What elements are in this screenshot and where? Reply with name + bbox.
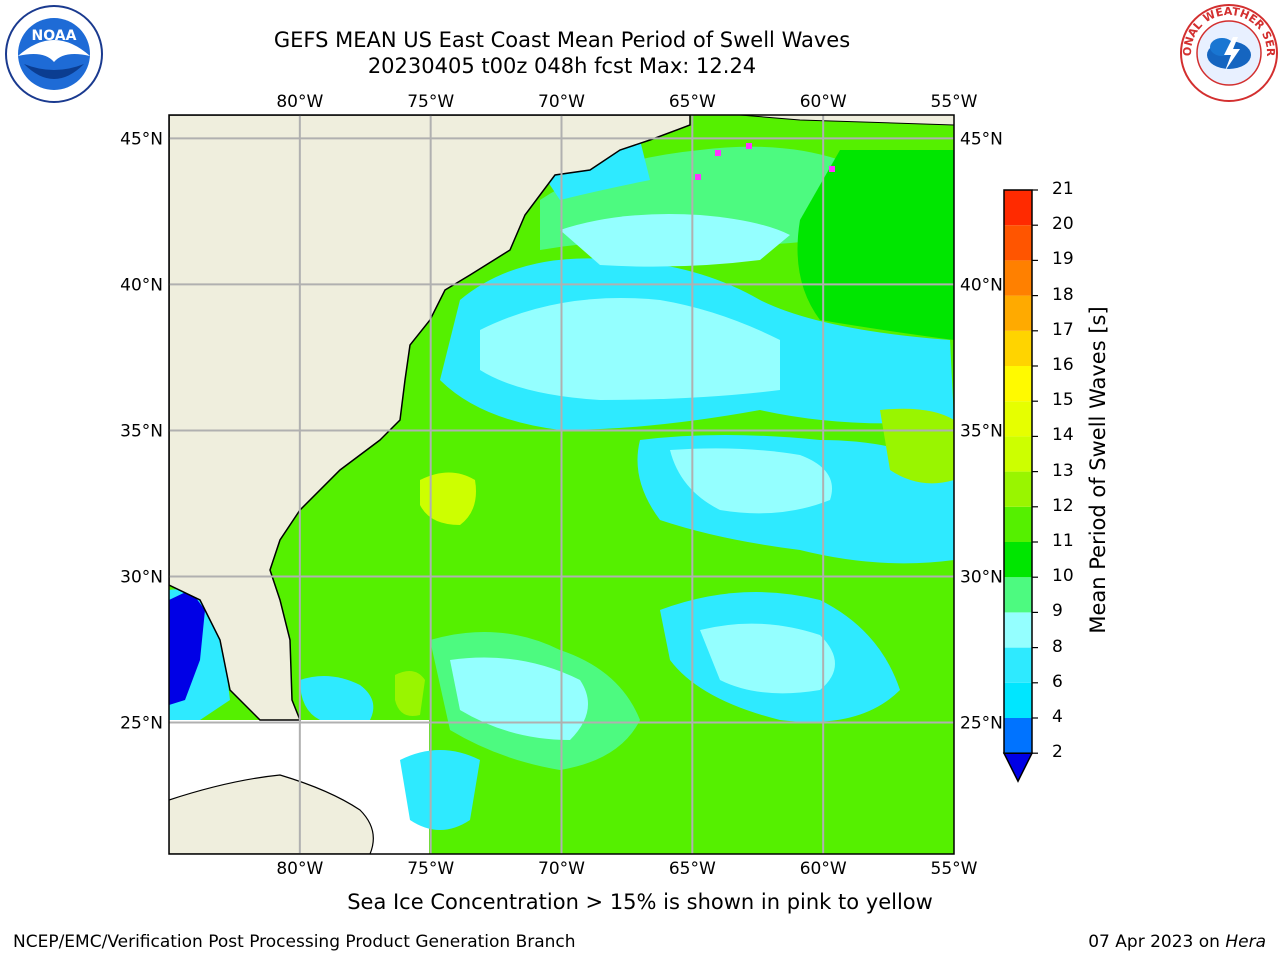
colorbar-level-label: 11 <box>1052 531 1074 551</box>
sea-ice-marker <box>746 143 752 149</box>
swell-region <box>300 676 374 720</box>
lon-tick-label-bottom: 55°W <box>931 859 978 879</box>
colorbar-level-label: 10 <box>1052 566 1074 587</box>
colorbar-swatch <box>1004 295 1032 331</box>
swell-region <box>400 750 480 830</box>
colorbar-level-label: 12 <box>1052 495 1074 516</box>
colorbar-level-label: 15 <box>1052 390 1074 411</box>
colorbar-level-label: 16 <box>1052 355 1074 375</box>
colorbar-level-label: 13 <box>1052 460 1074 481</box>
swell-region <box>395 671 425 716</box>
swell-region <box>420 472 476 525</box>
colorbar-level-label: 8 <box>1052 636 1063 657</box>
cuba-land <box>169 774 374 854</box>
colorbar-swatch <box>1004 612 1032 648</box>
lat-tick-label-left: 45°N <box>120 129 163 149</box>
colorbar-swatch <box>1004 682 1032 718</box>
colorbar-swatch <box>1004 436 1032 472</box>
lat-tick-label-right: 40°N <box>960 275 1003 295</box>
colorbar-swatch <box>1004 542 1032 578</box>
colorbar-title: Mean Period of Swell Waves [s] <box>1086 306 1110 634</box>
swell-region <box>169 590 205 705</box>
lat-tick-label-right: 30°N <box>960 568 1003 588</box>
lon-tick-label-top: 60°W <box>800 92 847 112</box>
colorbar-level-label: 20 <box>1052 214 1074 235</box>
swell-region <box>480 298 780 400</box>
colorbar-swatch <box>1004 718 1032 754</box>
lat-tick-label-left: 30°N <box>120 568 163 588</box>
noaa-logo: NOAA <box>5 5 103 103</box>
map-frame <box>168 114 955 855</box>
swell-region <box>700 623 835 694</box>
colorbar-level-label: 2 <box>1052 742 1063 763</box>
lon-tick-label-top: 80°W <box>276 92 323 112</box>
colorbar-level-label: 19 <box>1052 249 1074 270</box>
lat-tick-label-right: 25°N <box>960 714 1003 734</box>
lon-tick-label-bottom: 75°W <box>407 859 454 879</box>
lon-tick-label-bottom: 60°W <box>800 859 847 879</box>
lon-tick-label-top: 55°W <box>931 92 978 112</box>
colorbar-swatch <box>1004 260 1032 296</box>
colorbar-under-arrow <box>1002 752 1034 783</box>
colorbar-level-label: 6 <box>1052 671 1063 692</box>
colorbar-swatch <box>1004 471 1032 507</box>
lon-tick-label-top: 70°W <box>538 92 585 112</box>
swell-region <box>880 408 954 484</box>
swell-region <box>797 150 954 340</box>
colorbar-swatch <box>1004 225 1032 261</box>
footer-date: 07 Apr 2023 on Hera <box>1088 932 1266 952</box>
chart-title: GEFS MEAN US East Coast Mean Period of S… <box>273 28 851 52</box>
colorbar-level-label: 14 <box>1052 425 1074 446</box>
lat-tick-label-right: 45°N <box>960 129 1003 149</box>
nova-scotia-land <box>739 115 954 126</box>
colorbar-level-label: 9 <box>1052 601 1063 622</box>
gridlines <box>169 115 954 854</box>
swell-region <box>670 448 832 514</box>
lon-tick-label-bottom: 65°W <box>669 859 716 879</box>
colorbar-level-label: 4 <box>1052 707 1063 727</box>
chart-subtitle: 20230405 t00z 048h fcst Max: 12.24 <box>367 54 757 78</box>
footer-credit: NCEP/EMC/Verification Post Processing Pr… <box>13 932 576 952</box>
colorbar-level-label: 21 <box>1052 179 1074 199</box>
sea-ice-marker <box>695 174 701 180</box>
colorbar-swatch <box>1004 401 1032 437</box>
lat-tick-label-left: 35°N <box>120 421 163 441</box>
colorbar-swatch <box>1004 577 1032 613</box>
lat-tick-label-right: 35°N <box>960 421 1003 441</box>
swell-region <box>560 214 790 267</box>
sea-ice-note: Sea Ice Concentration > 15% is shown in … <box>347 890 933 914</box>
colorbar-swatch <box>1004 330 1032 366</box>
sea-ice-marker <box>829 166 835 172</box>
colorbar-swatch <box>1004 366 1032 402</box>
lon-tick-label-top: 75°W <box>407 92 454 112</box>
colorbar-swatch <box>1004 190 1032 226</box>
colorbar-level-label: 18 <box>1052 284 1074 305</box>
colorbar-level-label: 17 <box>1052 319 1074 340</box>
nws-logo: NATIONAL WEATHER SERVICE <box>1178 3 1278 102</box>
noaa-logo-text: NOAA <box>32 28 77 44</box>
lon-tick-label-top: 65°W <box>669 92 716 112</box>
colorbar <box>1002 189 1038 783</box>
lat-tick-label-left: 40°N <box>120 275 163 295</box>
colorbar-swatch <box>1004 506 1032 542</box>
colorbar-swatch <box>1004 647 1032 683</box>
lon-tick-label-bottom: 70°W <box>538 859 585 879</box>
footer-machine: Hera <box>1225 932 1266 952</box>
swell-region <box>450 657 588 740</box>
sea-ice-marker <box>715 150 721 156</box>
lon-tick-label-bottom: 80°W <box>276 859 323 879</box>
lat-tick-label-left: 25°N <box>120 714 163 734</box>
